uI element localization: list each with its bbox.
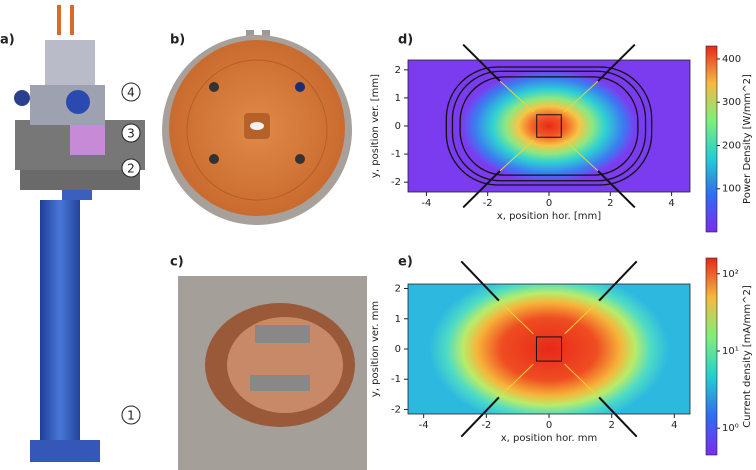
panel-label: d) [398, 33, 413, 48]
beam-line [462, 170, 501, 209]
colorbar [705, 45, 718, 233]
y-tick-label: 1 [395, 314, 401, 325]
beam-line [563, 80, 599, 113]
y-tick-label: 0 [395, 121, 401, 132]
beam-line [563, 139, 599, 172]
beam-line [598, 260, 638, 302]
photo [178, 276, 367, 470]
x-tick-label: -2 [483, 198, 493, 209]
y-axis-label: y, position ver. mm [370, 301, 381, 397]
x-tick-label: 0 [546, 198, 552, 209]
colorbar-tick-label: 100 [722, 184, 741, 195]
colorbar-tick-label: 300 [722, 97, 741, 108]
y-tick-label: -1 [391, 149, 401, 160]
contour [451, 70, 647, 182]
y-tick-label: -1 [391, 374, 401, 385]
beam-line [564, 363, 600, 398]
panel-label: b) [170, 33, 185, 48]
aperture [536, 114, 562, 138]
colorbar-tick-label: 200 [722, 140, 741, 151]
beam-line [564, 300, 600, 335]
y-axis-label: y, position ver. [mm] [370, 74, 381, 178]
x-tick-label: -4 [419, 420, 429, 431]
y-tick-label: 1 [395, 93, 401, 104]
beam-line [499, 139, 535, 172]
x-tick-label: -4 [421, 198, 431, 209]
cad-tower [14, 5, 145, 462]
colorbar-tick-label: 10⁰ [722, 423, 739, 434]
beam-line [462, 43, 501, 82]
y-tick-label: -2 [391, 177, 401, 188]
colorbar-tick-label: 400 [722, 54, 741, 65]
y-tick-label: 2 [395, 284, 401, 295]
colorbar-label: Power Density [W/mm^2] [742, 74, 753, 204]
beam-line [598, 396, 638, 438]
heatmap-field [461, 69, 637, 183]
x-axis-label: x, position hor. mm [501, 433, 598, 444]
x-tick-label: 2 [607, 198, 613, 209]
beam-line [597, 170, 636, 209]
panel-label: a) [0, 33, 15, 48]
beam-line [597, 43, 636, 82]
colorbar-label: Current density [mA/mm^2] [742, 285, 753, 428]
contour [459, 76, 639, 176]
x-tick-label: 4 [671, 420, 677, 431]
callout: 3 [127, 127, 135, 141]
heatmap [408, 60, 690, 192]
heatmap-field [429, 284, 669, 414]
callout-circle [121, 82, 141, 102]
x-tick-label: -2 [481, 420, 491, 431]
colorbar [705, 257, 718, 456]
beam-line [498, 300, 534, 335]
callout-circle [121, 405, 141, 425]
beam-line [498, 363, 534, 398]
beam-line [499, 80, 535, 113]
y-tick-label: -2 [391, 404, 401, 415]
y-tick-label: 2 [395, 65, 401, 76]
beam-line [460, 396, 500, 438]
callout: 1 [127, 409, 135, 423]
x-tick-label: 2 [608, 420, 614, 431]
panel-label: c) [170, 255, 184, 270]
y-tick-label: 0 [395, 344, 401, 355]
callout-circle [121, 123, 141, 143]
x-axis-label: x, position hor. [mm] [497, 211, 601, 222]
heatmap [408, 284, 690, 414]
beam-line [460, 260, 500, 302]
callout: 2 [127, 162, 135, 176]
x-tick-label: 0 [546, 420, 552, 431]
aperture [535, 336, 563, 362]
panel-label: e) [398, 255, 413, 270]
contour [445, 66, 653, 186]
colorbar-tick-label: 10¹ [722, 346, 739, 357]
colorbar-tick-label: 10² [722, 269, 739, 280]
callout-circle [121, 158, 141, 178]
x-tick-label: 4 [668, 198, 674, 209]
plate-drawing [162, 30, 352, 225]
callout: 4 [127, 86, 135, 100]
